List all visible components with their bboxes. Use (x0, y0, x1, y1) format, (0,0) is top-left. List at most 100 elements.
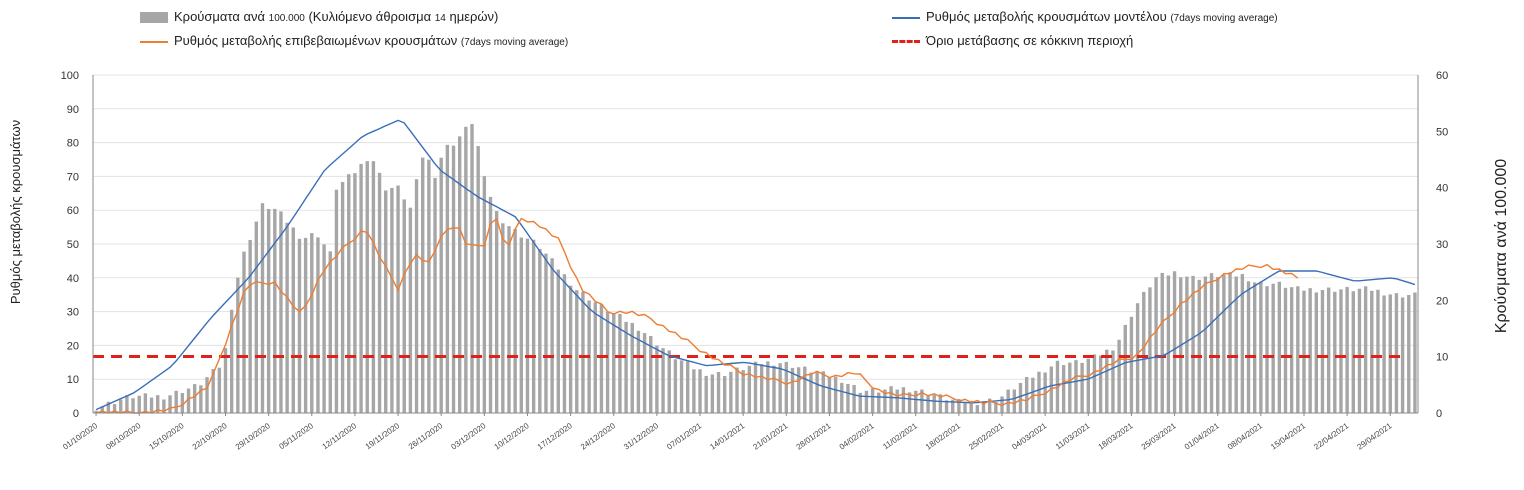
legend-bars: Κρούσματα ανά 100.000 (Κυλιόμενο άθροισμ… (140, 9, 498, 24)
bar (279, 211, 283, 413)
bar (562, 274, 567, 413)
bar (1018, 382, 1023, 413)
bar (1105, 349, 1109, 413)
bar (1388, 294, 1392, 413)
model-series-line (95, 119, 1416, 411)
bar (1111, 350, 1115, 413)
bar (907, 392, 912, 413)
left-axis-ticks: 0 10 20 30 40 50 60 70 80 90 100 (61, 70, 79, 420)
bar (519, 237, 524, 413)
bar (618, 314, 622, 413)
legend-threshold-swatch (892, 40, 920, 44)
x-tick-label: 04/03/2021 (1010, 421, 1048, 452)
bar (1314, 292, 1319, 413)
bar (1129, 316, 1134, 413)
bar (649, 335, 653, 413)
legend-confirmed-swatch (140, 40, 168, 43)
x-tick-labels: 01/10/2020 08/10/2020 15/10/2020 22/10/2020… (61, 413, 1394, 452)
bar (125, 395, 129, 413)
bar (1061, 365, 1066, 413)
x-tick-label: 15/10/2020 (148, 421, 186, 452)
legend-confirmed-text: Ρυθμός μεταβολής επιβεβαιωμένων κρουσμάτ… (174, 33, 458, 48)
bar (1357, 288, 1362, 413)
bar (778, 363, 782, 413)
bar (1407, 295, 1411, 413)
bar (1135, 303, 1140, 413)
x-tick-label: 18/02/2021 (924, 421, 962, 452)
bar (427, 159, 431, 413)
bar (1240, 274, 1245, 413)
bar (667, 350, 671, 413)
right-axis-tick-label: 60 (1436, 70, 1448, 82)
bar (162, 399, 166, 413)
x-tick-label: 11/03/2021 (1054, 421, 1092, 451)
bar (347, 174, 351, 413)
bar (1024, 376, 1029, 413)
bar (285, 222, 289, 413)
bar (229, 309, 234, 413)
bar (803, 366, 807, 413)
bar (1345, 286, 1349, 413)
bar (192, 384, 197, 413)
bar (1283, 287, 1288, 413)
bar (384, 190, 388, 413)
left-axis-tick-label: 70 (67, 171, 79, 183)
bar (266, 208, 271, 413)
x-tick-label: 25/02/2021 (967, 421, 1005, 452)
bar (994, 402, 998, 413)
bar (1074, 360, 1078, 413)
left-axis-tick-label: 60 (67, 205, 79, 217)
bar (143, 393, 148, 413)
bar (1234, 276, 1238, 413)
legend-confirmed: Ρυθμός μεταβολής επιβεβαιωμένων κρουσμάτ… (140, 33, 568, 48)
right-axis-tick-label: 50 (1436, 126, 1448, 138)
bar (1154, 277, 1158, 413)
left-axis-tick-label: 10 (67, 374, 79, 386)
bar (1228, 272, 1232, 413)
bar (525, 238, 530, 413)
legend-confirmed-small: (7days moving average) (460, 37, 569, 48)
bar (833, 376, 838, 413)
bars-series (94, 124, 1417, 414)
right-axis-title: Κρούσματα ανά 100.000 (1493, 159, 1510, 333)
bar (1351, 291, 1355, 413)
bar (599, 304, 604, 413)
bar (895, 389, 899, 413)
bar (920, 389, 924, 413)
bar (575, 290, 579, 413)
left-axis-tick-label: 0 (73, 408, 79, 420)
bar (642, 333, 647, 413)
bar (809, 372, 813, 413)
bar (359, 163, 363, 413)
bar (297, 238, 302, 413)
bar (1185, 276, 1189, 413)
bar (692, 369, 696, 413)
bar (310, 233, 314, 413)
bar (1302, 290, 1306, 413)
bar (254, 221, 259, 413)
bar (1271, 283, 1275, 413)
bar (1160, 272, 1164, 413)
bar (846, 383, 850, 413)
left-axis-tick-label: 50 (67, 239, 79, 251)
bar (840, 382, 844, 413)
bar (1382, 295, 1386, 413)
bar (408, 207, 413, 413)
bar (987, 398, 992, 413)
bar (1216, 277, 1220, 413)
legend-bars-text-5: ημερών) (449, 9, 499, 24)
bar (1320, 289, 1325, 413)
x-tick-label: 26/11/2020 (407, 421, 445, 451)
bar (100, 406, 104, 413)
bar (1172, 271, 1177, 413)
bar (396, 185, 400, 413)
bar (926, 395, 930, 413)
bar (544, 253, 548, 413)
bar (1277, 281, 1282, 413)
bar (1092, 354, 1097, 413)
confirmed-series-line (95, 217, 1299, 414)
bar (759, 364, 764, 413)
bar (501, 223, 505, 413)
bar (112, 404, 117, 413)
